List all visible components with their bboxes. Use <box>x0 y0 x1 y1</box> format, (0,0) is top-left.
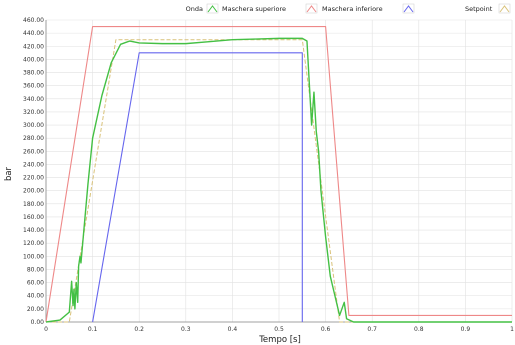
y-tick-label: 300.00 <box>23 122 44 129</box>
series-line-setpoint <box>46 39 512 323</box>
series-layer <box>45 26 512 323</box>
y-tick-label: 120.00 <box>23 240 44 247</box>
y-tick-label: 160.00 <box>23 214 44 221</box>
legend-swatch-setpoint-glyph <box>499 5 510 13</box>
y-tick-label: 420.00 <box>23 43 44 50</box>
y-tick-label: 380.00 <box>23 70 44 77</box>
y-tick-label: 260.00 <box>23 148 44 155</box>
grid <box>45 19 513 323</box>
y-tick-label: 440.00 <box>23 30 44 37</box>
legend-label-maschera-inferiore: Maschera inferiore <box>322 5 383 13</box>
y-tick-label: 20.00 <box>27 306 44 313</box>
legend-swatch-maschera-inferiore <box>402 3 415 14</box>
legend-swatch-setpoint <box>498 3 511 14</box>
legend-swatch-setpoint-box <box>498 3 511 14</box>
axes: 0.00 20.00 40.00 60.00 80.00 100.00 120.00 140.… <box>23 17 514 333</box>
y-tick-label: 0.00 <box>31 319 45 326</box>
legend-swatch-onda-box <box>206 3 219 14</box>
x-tick-label: 0.8 <box>414 326 424 333</box>
legend-swatch-maschera-superiore-glyph <box>306 5 317 13</box>
legend-swatch-maschera-superiore <box>305 3 318 14</box>
y-tick-label: 340.00 <box>23 96 44 103</box>
y-tick-label: 60.00 <box>27 280 44 287</box>
series-line-onda <box>45 37 512 323</box>
y-tick-label: 80.00 <box>27 266 44 273</box>
legend-swatch-maschera-superiore-box <box>305 3 318 14</box>
x-tick-label: 0.7 <box>367 326 377 333</box>
y-tick-label: 40.00 <box>27 293 44 300</box>
x-tick-label: 0.6 <box>321 326 331 333</box>
y-tick-label: 460.00 <box>23 17 44 24</box>
y-axis-label: bar <box>4 166 14 181</box>
y-tick-label: 100.00 <box>23 253 44 260</box>
y-tick-label: 240.00 <box>23 161 44 168</box>
y-tick-label: 400.00 <box>23 56 44 63</box>
legend-swatch-maschera-inferiore-glyph <box>403 5 414 13</box>
legend-label-setpoint: Setpoint <box>465 5 493 13</box>
x-tick-label: 0 <box>44 326 48 333</box>
legend-swatch-maschera-inferiore-box <box>402 3 415 14</box>
y-tick-label: 220.00 <box>23 175 44 182</box>
y-tick-label: 140.00 <box>23 227 44 234</box>
legend-swatch-onda <box>206 3 219 14</box>
x-tick-label: 0.5 <box>274 326 284 333</box>
x-tick-label: 0.2 <box>134 326 144 333</box>
series-line-maschera-inferiore <box>92 52 303 323</box>
x-tick-label: 0.3 <box>181 326 191 333</box>
x-tick-label: 0.4 <box>228 326 238 333</box>
y-tick-label: 200.00 <box>23 188 44 195</box>
x-tick-label: 1 <box>510 326 514 333</box>
legend-title: Onda <box>186 5 203 13</box>
x-tick-label: 0.1 <box>88 326 98 333</box>
y-tick-label: 360.00 <box>23 83 44 90</box>
y-tick-label: 280.00 <box>23 135 44 142</box>
legend-label-maschera-superiore: Maschera superiore <box>222 5 286 13</box>
x-axis-label: Tempo [s] <box>258 335 301 345</box>
x-tick-label: 0.9 <box>461 326 471 333</box>
series-line-maschera-superiore <box>45 26 512 323</box>
legend: Onda Maschera superiore Maschera inferiore… <box>186 3 511 14</box>
legend-swatch-onda-glyph <box>207 5 218 13</box>
y-tick-label: 320.00 <box>23 109 44 116</box>
y-tick-label: 180.00 <box>23 201 44 208</box>
